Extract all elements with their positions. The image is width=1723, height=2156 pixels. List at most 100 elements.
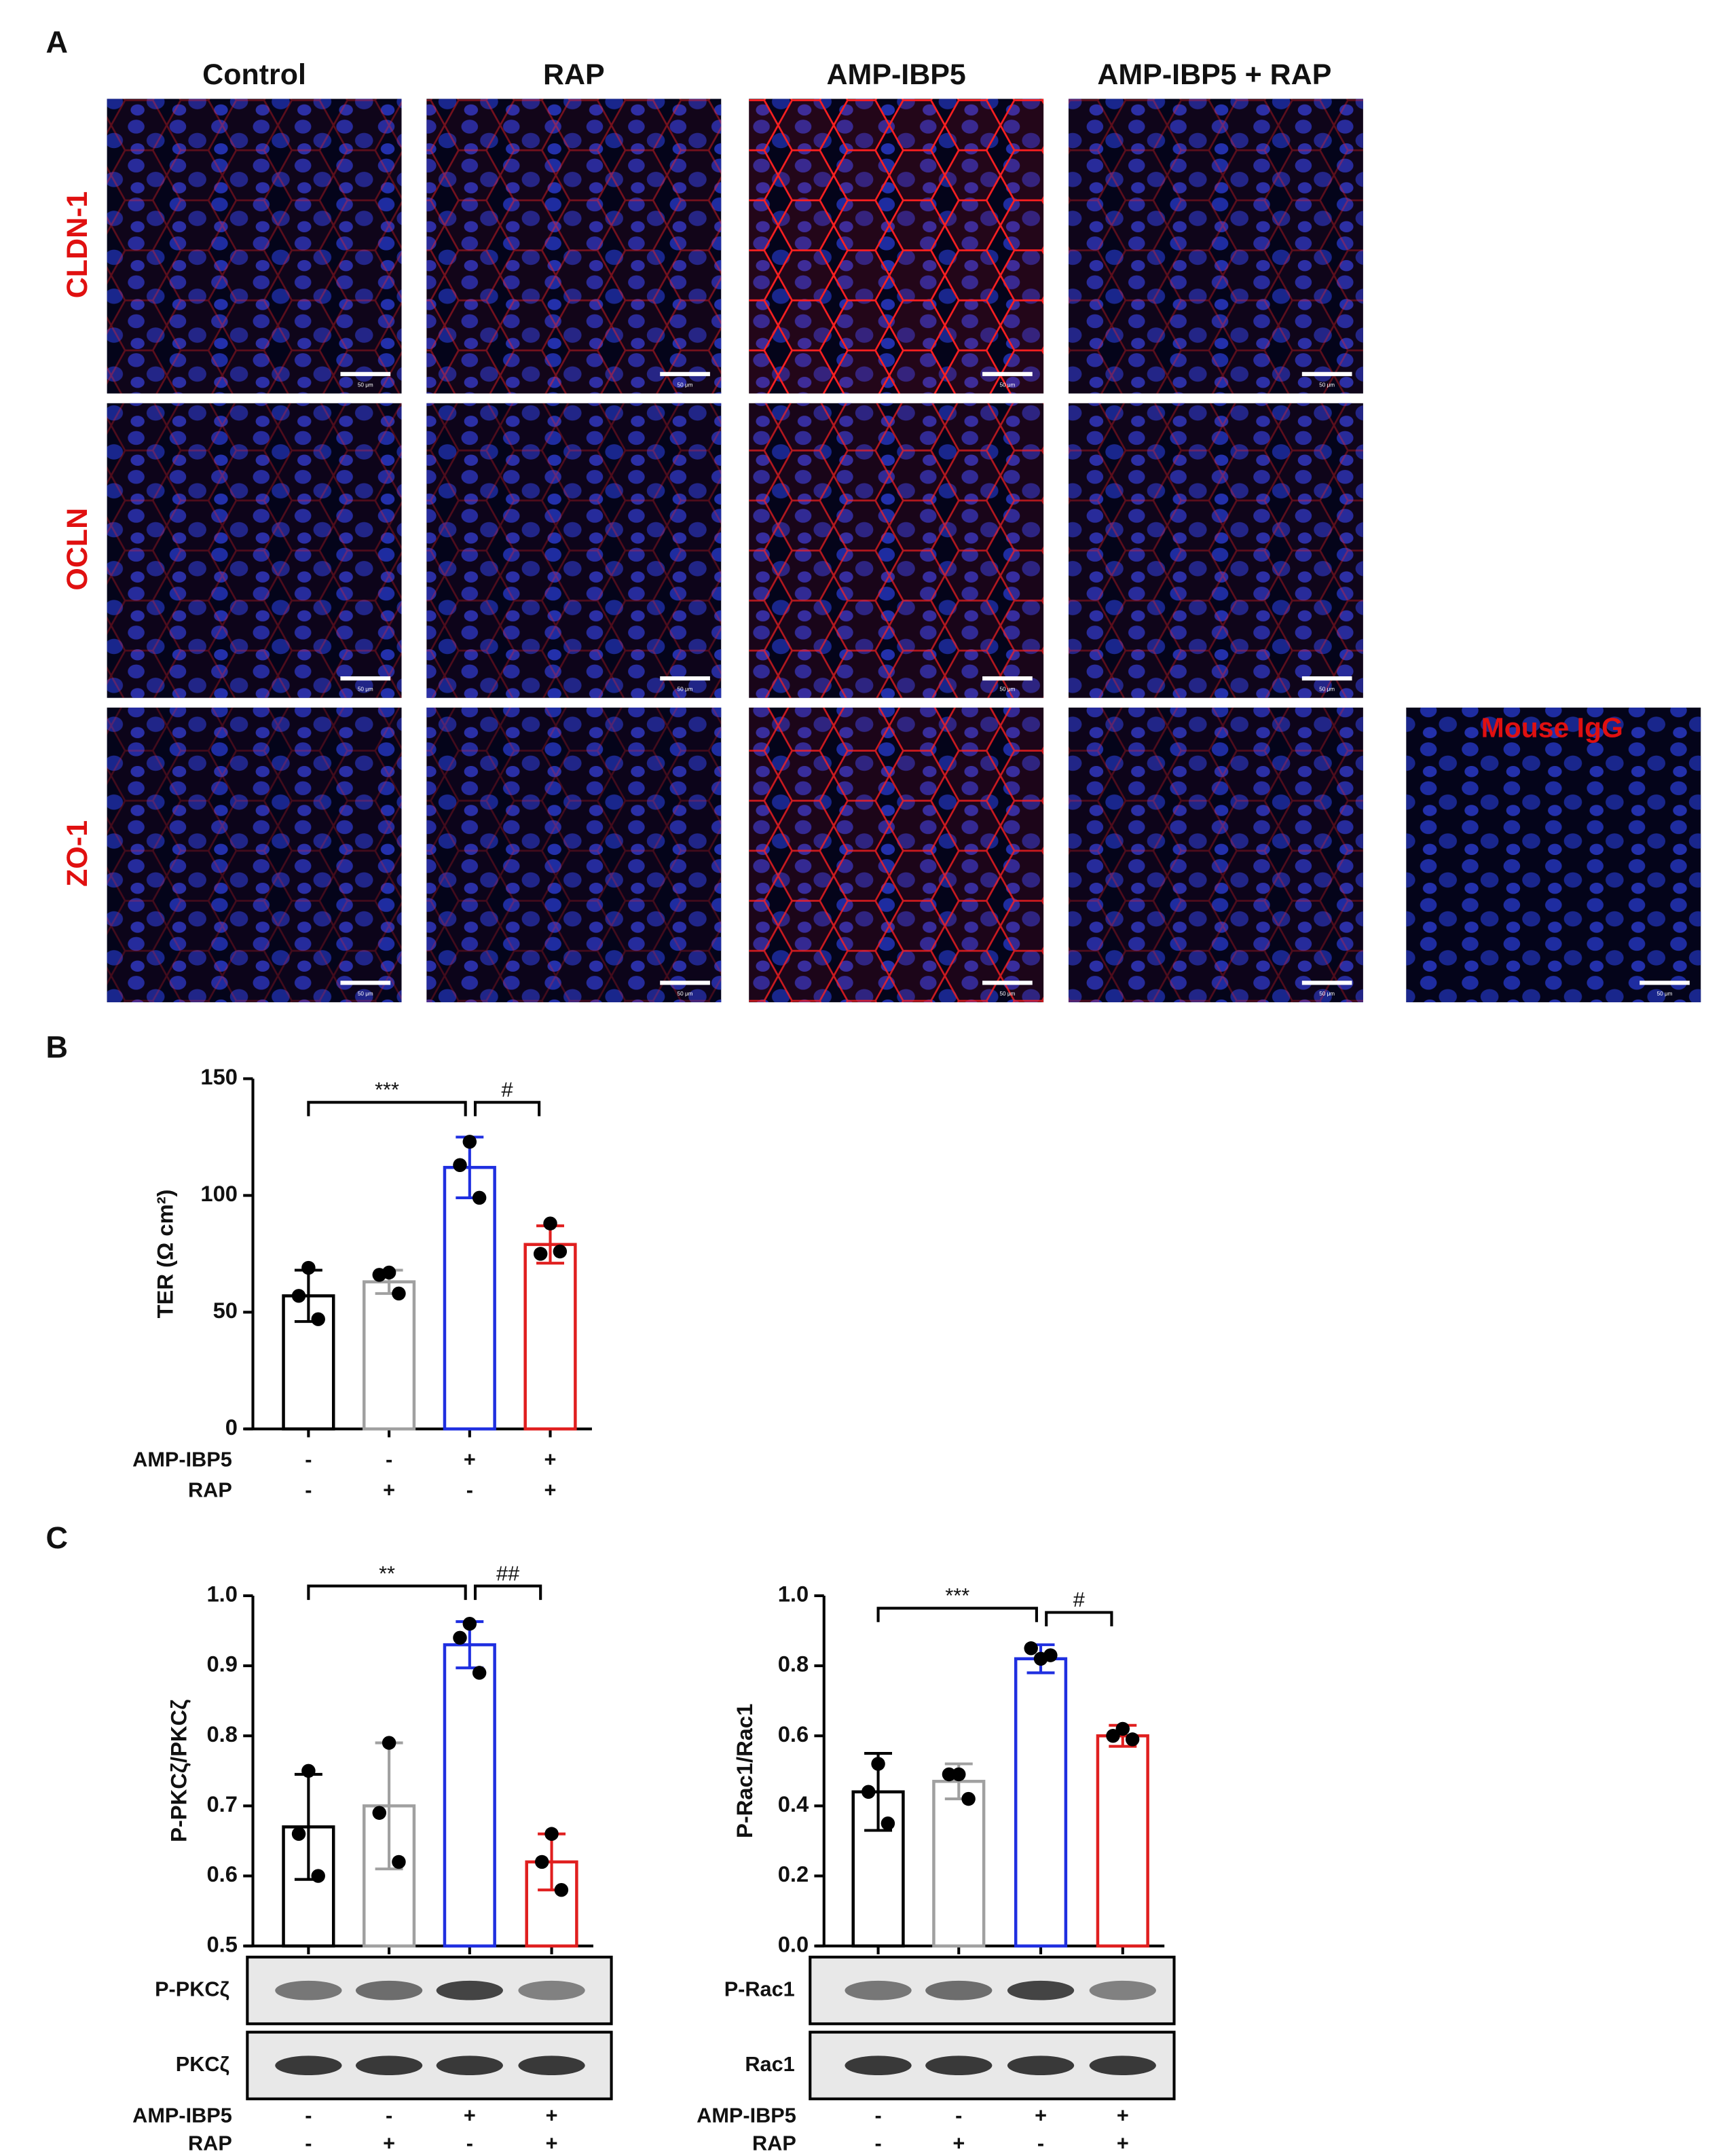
y-tick-label: 0.8 (206, 1721, 238, 1747)
data-point (462, 1135, 477, 1149)
nuclei-stain (1406, 708, 1701, 1002)
data-point (392, 1854, 406, 1869)
junction-stain (107, 403, 402, 698)
bar (363, 1280, 416, 1431)
significance-bracket (307, 1584, 467, 1601)
bar (1096, 1734, 1149, 1948)
junction-stain (1068, 403, 1363, 698)
row-label: OCLN (61, 508, 94, 591)
y-tick-label: 150 (200, 1064, 238, 1089)
scale-bar-label: 50 μm (678, 687, 693, 693)
significance-bracket (473, 1101, 541, 1116)
significance-label: *** (945, 1584, 969, 1607)
blot-band (1007, 2055, 1075, 2076)
data-point (301, 1764, 316, 1778)
y-tick-label: 0.6 (778, 1721, 809, 1747)
data-point (392, 1286, 406, 1301)
scale-bar-label: 50 μm (358, 382, 373, 388)
data-point (472, 1666, 487, 1680)
blot-label: Rac1 (745, 2052, 794, 2076)
bar (932, 1780, 986, 1948)
significance-label: # (1073, 1588, 1085, 1611)
treatment-sign: + (546, 2132, 558, 2155)
treatment-sign: + (1117, 2104, 1129, 2127)
data-point (1043, 1648, 1058, 1662)
junction-stain (107, 708, 402, 1002)
treatment-sign: + (1035, 2104, 1047, 2127)
treatment-sign: - (466, 1478, 473, 1502)
data-point (453, 1158, 467, 1172)
blot-label: P-Rac1 (724, 1977, 795, 2000)
significance-label: ## (496, 1561, 519, 1585)
treatment-sign: - (305, 2104, 312, 2127)
scale-bar-label: 50 μm (999, 687, 1015, 693)
scale-bar-label: 50 μm (678, 991, 693, 997)
data-point (961, 1791, 976, 1806)
data-point (472, 1190, 487, 1205)
y-tick-label: 0.7 (206, 1791, 238, 1816)
blot-band (1089, 1980, 1156, 2000)
scale-bar-label: 50 μm (1319, 991, 1335, 997)
treatment-sign: + (464, 2104, 476, 2127)
data-point (291, 1827, 306, 1841)
y-tick-label: 0.8 (778, 1651, 809, 1677)
data-point (553, 1244, 568, 1259)
y-tick-label: 0.4 (778, 1791, 809, 1816)
treatment-sign: - (874, 2132, 881, 2155)
treatment-sign: - (305, 1447, 312, 1471)
scale-bar-label: 50 μm (1319, 687, 1335, 693)
data-point (453, 1630, 467, 1645)
treatment-sign: - (305, 2132, 312, 2155)
data-point (1106, 1729, 1120, 1743)
scale-bar-label: 50 μm (999, 991, 1015, 997)
blot-band (925, 2055, 993, 2076)
panel-label: A (46, 25, 69, 60)
blot-band (355, 1980, 423, 2000)
blot-label: PKCζ (176, 2052, 229, 2076)
blot-band (1089, 2055, 1156, 2076)
y-tick-label: 1.0 (206, 1582, 238, 1607)
data-point (372, 1268, 387, 1282)
significance-label: *** (375, 1078, 399, 1101)
scale-bar-label: 50 μm (999, 382, 1015, 388)
treatment-sign: - (955, 2104, 962, 2127)
treatment-sign: - (386, 2104, 392, 2127)
y-axis-label: TER (Ω cm²) (152, 1189, 177, 1318)
y-tick-label: 0.9 (206, 1651, 238, 1677)
blot-band (518, 2055, 585, 2076)
junction-stain (749, 98, 1044, 394)
blot-band (1007, 1980, 1075, 2000)
scale-bar-label: 50 μm (358, 991, 373, 997)
blot-band (845, 1980, 912, 2000)
treatment-sign: + (952, 2132, 965, 2155)
column-header: AMP-IBP5 + RAP (1097, 58, 1331, 91)
scale-bar-label: 50 μm (358, 687, 373, 693)
scale-bar-label: 50 μm (1657, 991, 1673, 997)
data-point (382, 1736, 396, 1750)
y-tick-label: 0.6 (206, 1861, 238, 1886)
y-tick-label: 0.0 (778, 1931, 809, 1956)
data-point (311, 1312, 325, 1326)
junction-stain (426, 708, 722, 1002)
treatment-sign: + (1117, 2132, 1129, 2155)
y-tick-label: 100 (200, 1181, 238, 1206)
bar (443, 1643, 496, 1948)
data-point (311, 1869, 325, 1883)
treatment-sign: - (305, 1478, 312, 1502)
column-header: Control (202, 58, 306, 91)
treatment-sign: + (464, 1447, 476, 1471)
blot-band (436, 2055, 503, 2076)
blot-band (518, 1980, 585, 2000)
junction-stain (1068, 708, 1363, 1002)
data-point (554, 1882, 569, 1897)
data-point (942, 1767, 957, 1782)
junction-stain (1068, 98, 1363, 394)
treatment-sign: + (546, 2104, 558, 2127)
treatment-sign: + (544, 1478, 557, 1502)
data-point (881, 1816, 895, 1831)
significance-label: ** (379, 1561, 395, 1585)
blot-label: P-PKCζ (155, 1977, 229, 2000)
bar (523, 1243, 577, 1431)
treatment-sign: + (383, 2132, 395, 2155)
